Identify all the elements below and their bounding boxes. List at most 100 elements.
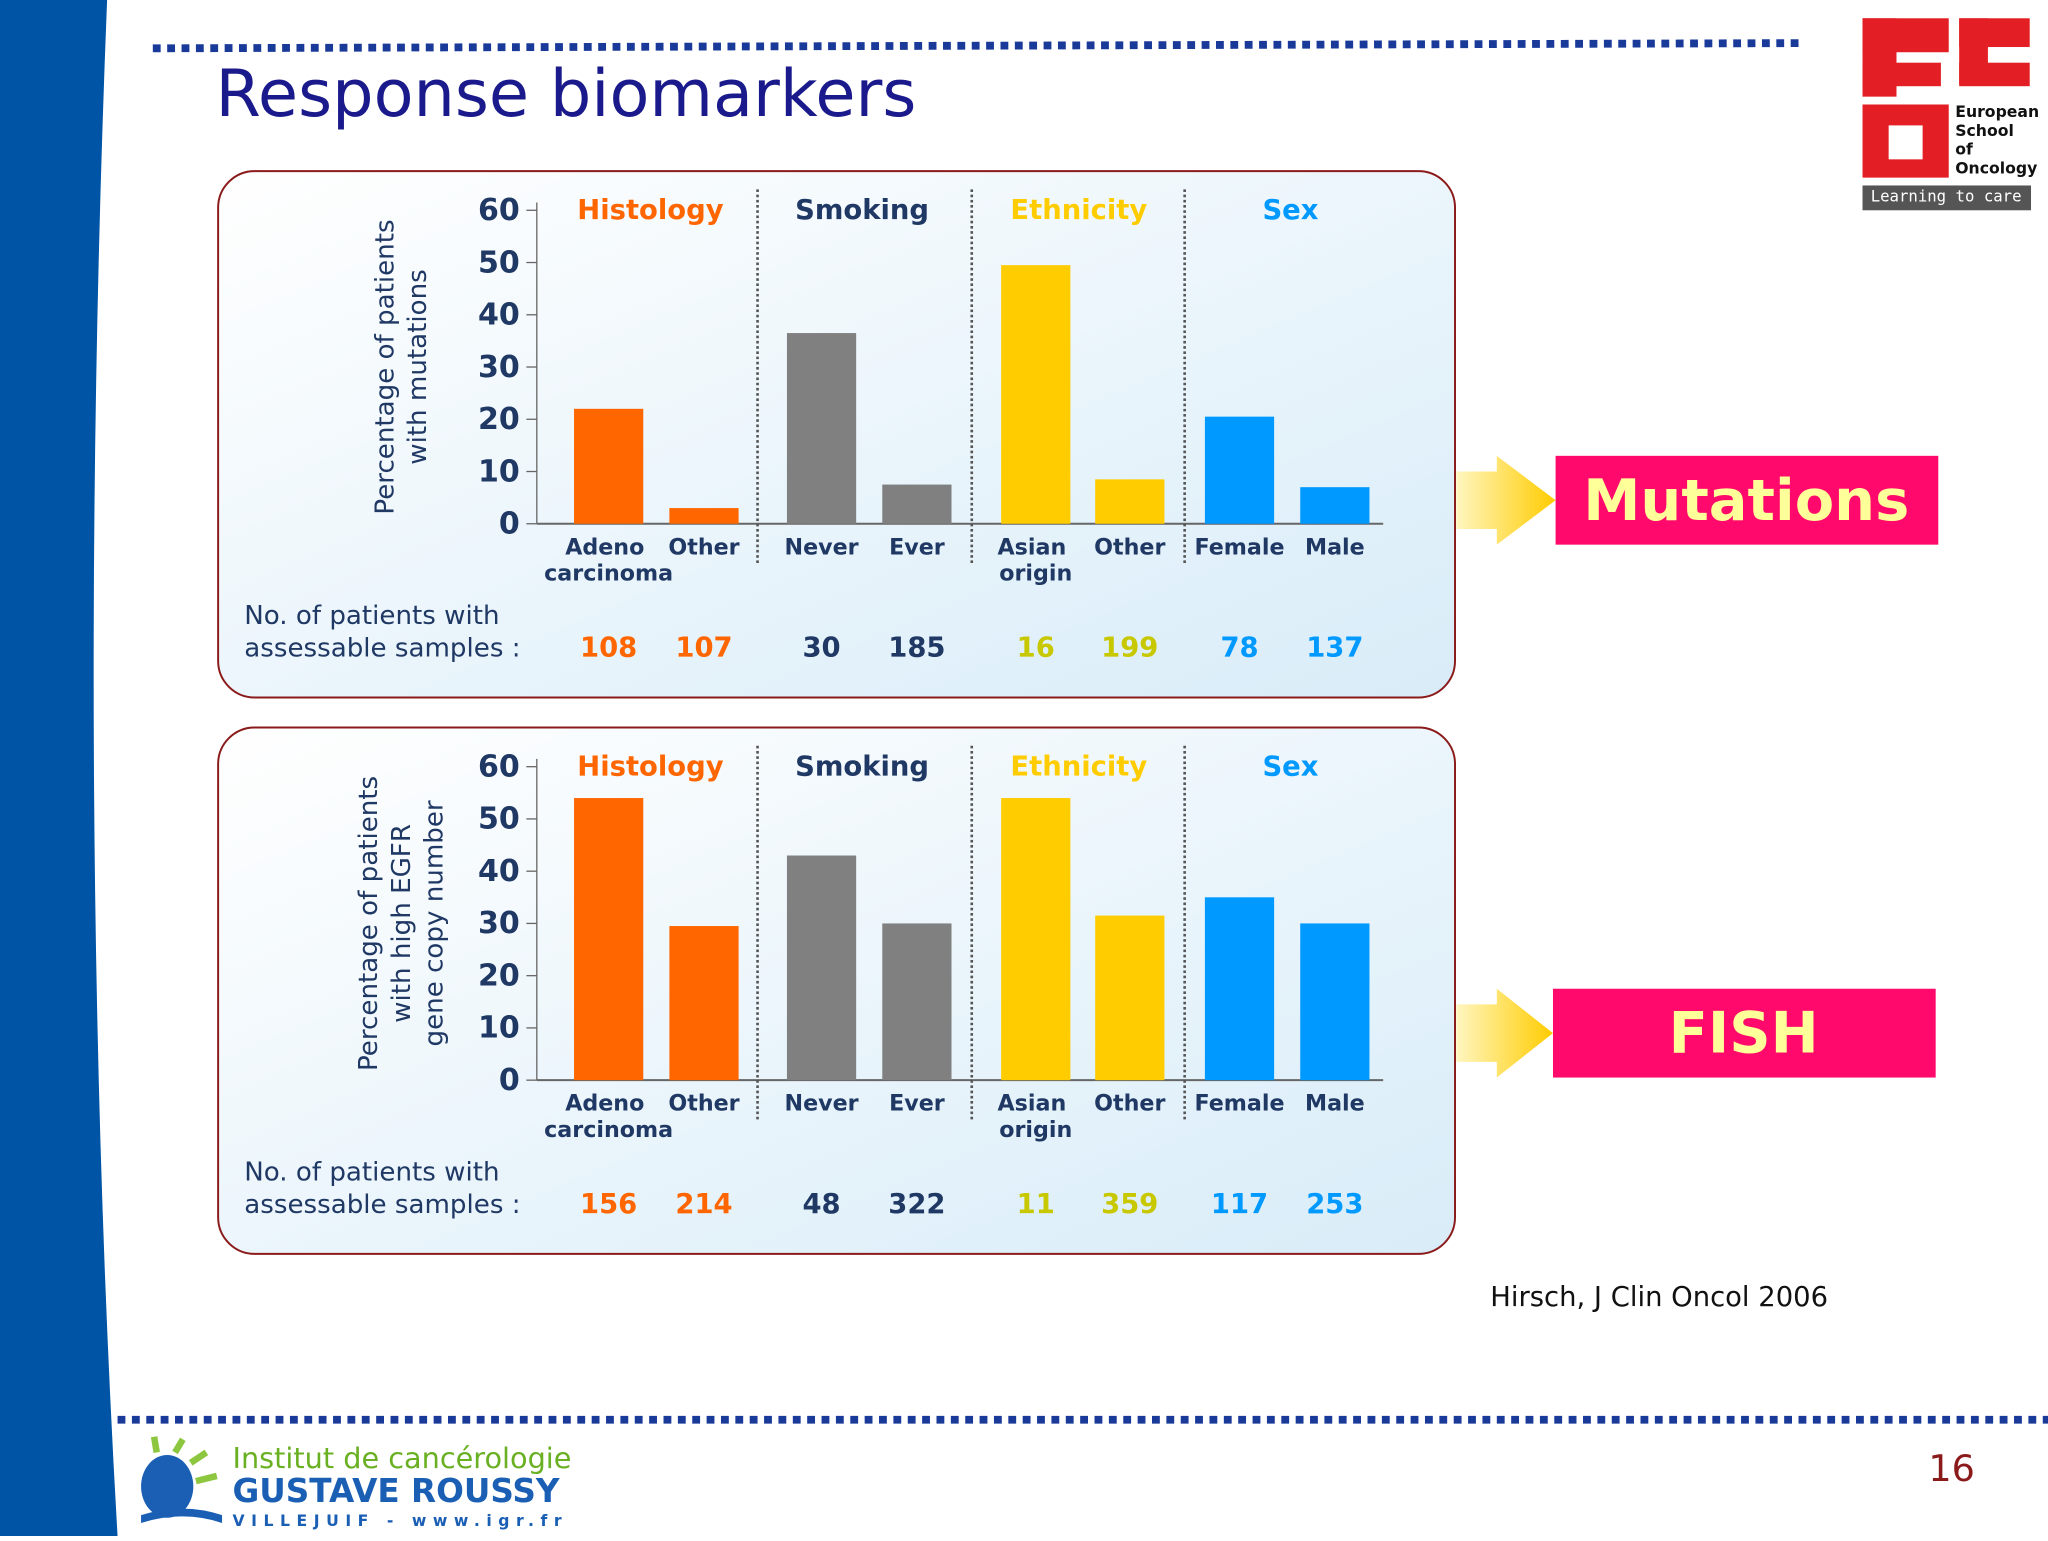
title: Response biomarkers (216, 56, 917, 132)
x-tick-label: Adeno carcinoma (544, 1090, 673, 1142)
count-label: No. of patients with (244, 601, 499, 631)
logo-tagline: Learning to care (1871, 187, 2022, 206)
group-title: Smoking (795, 751, 929, 782)
y-tick-label: 10 (478, 454, 520, 489)
group-title: Histology (577, 195, 723, 226)
x-tick-label: Female (1194, 1090, 1284, 1116)
top-rule (152, 39, 1803, 53)
bar (1095, 915, 1165, 1081)
count-value: 156 (580, 1189, 637, 1220)
page-number: 16 (1928, 1447, 1975, 1490)
y-tick-label: 40 (478, 298, 520, 333)
x-tick-label: Male (1305, 1090, 1365, 1116)
arrow (1456, 988, 1553, 1078)
institute-name: GUSTAVE ROUSSY (232, 1472, 559, 1510)
x-tick-label: Never (785, 534, 859, 560)
y-tick-label: 20 (478, 402, 520, 437)
x-tick-label: Never (785, 1090, 859, 1116)
logo-text: of (1955, 140, 1973, 159)
bar (1095, 479, 1165, 524)
x-tick-label: Other (668, 534, 739, 560)
count-label: assessable samples : (244, 1190, 520, 1220)
count-label: No. of patients with (244, 1157, 499, 1187)
arrow (1456, 455, 1556, 545)
bar (1001, 265, 1071, 524)
count-value: 214 (675, 1189, 732, 1220)
y-tick-label: 60 (478, 749, 520, 784)
bar (1300, 487, 1370, 524)
x-tick-label: Other (1094, 1090, 1165, 1116)
bar (882, 923, 952, 1081)
count-value: 322 (888, 1189, 945, 1220)
count-value: 137 (1306, 633, 1363, 664)
count-value: 48 (802, 1189, 840, 1220)
x-tick-label: Other (1094, 534, 1165, 560)
y-tick-label: 30 (478, 350, 520, 385)
count-value: 185 (888, 633, 945, 664)
count-value: 359 (1101, 1189, 1158, 1220)
y-tick-label: 50 (478, 245, 520, 280)
bar (669, 508, 739, 524)
tag-label: Mutations (1583, 467, 1909, 534)
x-tick-label: Female (1194, 534, 1284, 560)
y-tick-label: 20 (478, 958, 520, 993)
tag-box (1552, 988, 1936, 1078)
y-tick-label: 50 (478, 802, 520, 837)
tag-label: FISH (1669, 1000, 1819, 1067)
group-title: Smoking (795, 195, 929, 226)
y-tick-label: 10 (478, 1011, 520, 1046)
y-axis-label: with mutations (403, 269, 433, 465)
bar (574, 408, 644, 524)
bar (574, 798, 644, 1081)
x-tick-label: Adeno carcinoma (544, 534, 673, 586)
eso-logo: Learning to care (1862, 18, 2032, 211)
y-tick-label: 30 (478, 906, 520, 941)
bar (669, 926, 739, 1081)
count-label: assessable samples : (244, 634, 520, 664)
count-value: 30 (802, 633, 840, 664)
group-title: Sex (1262, 195, 1318, 226)
institute-line: Institut de cancérologie (232, 1441, 571, 1475)
tag-box (1555, 455, 1939, 545)
y-axis-label: gene copy number (419, 800, 449, 1046)
y-tick-label: 0 (499, 507, 520, 542)
count-value: 108 (580, 633, 637, 664)
count-value: 117 (1211, 1189, 1268, 1220)
group-title: Ethnicity (1010, 195, 1147, 226)
count-value: 16 (1017, 633, 1055, 664)
y-tick-label: 0 (499, 1063, 520, 1098)
y-axis-label: Percentage of patients (370, 219, 400, 514)
count-value: 11 (1017, 1189, 1055, 1220)
x-tick-label: Male (1305, 534, 1365, 560)
citation: Hirsch, J Clin Oncol 2006 (1490, 1282, 1828, 1313)
x-tick-label: Ever (889, 534, 945, 560)
x-tick-label: Asian origin (998, 534, 1074, 586)
count-value: 78 (1220, 633, 1258, 664)
logo-text: Oncology (1955, 159, 2037, 178)
y-tick-label: 40 (478, 854, 520, 889)
count-value: 199 (1101, 633, 1158, 664)
igr-logo: Institut de cancérologie GUSTAVE ROUSSY … (141, 1436, 571, 1530)
y-tick-label: 60 (478, 193, 520, 228)
bar (1204, 416, 1275, 524)
count-value: 107 (675, 633, 732, 664)
left-band (0, 0, 118, 1536)
bar (786, 333, 857, 524)
y-axis-label: Percentage of patients (354, 776, 384, 1071)
group-title: Ethnicity (1010, 751, 1147, 782)
count-value: 253 (1306, 1189, 1363, 1220)
x-tick-label: Other (668, 1090, 739, 1116)
y-axis-label: with high EGFR (387, 824, 417, 1023)
bar (882, 484, 952, 524)
x-tick-label: Asian origin (998, 1090, 1074, 1142)
institute-site: VILLEJUIF - www.igr.fr (232, 1511, 568, 1530)
group-title: Sex (1262, 751, 1318, 782)
logo-text: School (1955, 121, 2014, 140)
bar (786, 855, 857, 1081)
bar (1204, 897, 1275, 1081)
bar (1300, 923, 1370, 1081)
group-title: Histology (577, 751, 723, 782)
x-tick-label: Ever (889, 1090, 945, 1116)
